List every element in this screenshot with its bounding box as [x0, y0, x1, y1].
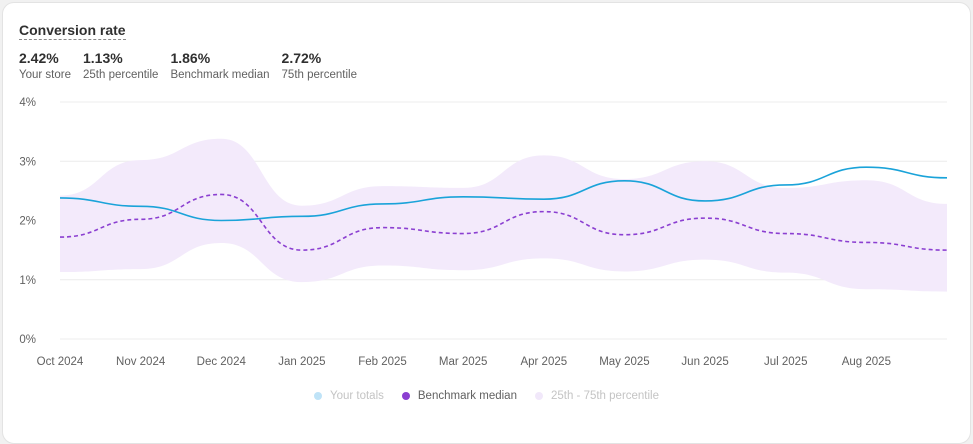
- x-tick-label: Mar 2025: [439, 356, 488, 368]
- x-tick-label: Dec 2024: [197, 356, 247, 368]
- x-tick-label: Jun 2025: [681, 356, 728, 368]
- metric-your-store: 2.42% Your store: [19, 50, 71, 83]
- y-tick-label: 4%: [19, 97, 36, 109]
- x-tick-label: Oct 2024: [37, 356, 84, 368]
- legend-percentile-band[interactable]: 25th - 75th percentile: [534, 390, 660, 402]
- y-tick-label: 3%: [19, 156, 36, 168]
- x-tick-label: Jul 2025: [764, 356, 807, 368]
- legend-label: 25th - 75th percentile: [550, 390, 660, 402]
- legend-dot-icon: [401, 392, 410, 400]
- metric-value: 2.72%: [281, 50, 322, 66]
- conversion-rate-chart[interactable]: 0% 1% 2% 3% 4% Oct 2024 Nov 2024 Dec 2024 Jan 20…: [0, 0, 973, 390]
- metric-label: Your store: [19, 69, 71, 81]
- y-tick-label: 1%: [19, 275, 36, 287]
- legend-your-totals[interactable]: Your totals: [313, 390, 384, 402]
- your-totals-line: [59, 166, 948, 222]
- x-tick-label: Nov 2024: [116, 356, 166, 368]
- metric-value: 2.42%: [19, 50, 59, 66]
- metric-label: Benchmark median: [170, 69, 270, 81]
- metric-benchmark-median: 1.86% Benchmark median: [170, 50, 269, 83]
- x-tick-label: Aug 2025: [842, 356, 891, 368]
- card-title[interactable]: Conversion rate: [19, 22, 126, 40]
- x-tick-label: May 2025: [599, 356, 650, 368]
- metric-value: 1.13%: [83, 50, 123, 66]
- x-tick-label: Jan 2025: [278, 356, 325, 368]
- x-tick-label: Apr 2025: [520, 356, 567, 368]
- metrics-row: 2.42% Your store 1.13% 25th percentile 1…: [19, 50, 369, 83]
- metric-label: 25th percentile: [83, 69, 159, 81]
- legend-dot-icon: [534, 392, 543, 400]
- legend-benchmark-median[interactable]: Benchmark median: [401, 390, 517, 402]
- chart-legend: Your totals Benchmark median 25th - 75th…: [0, 390, 973, 402]
- percentile-band-area: [60, 138, 947, 292]
- metric-value: 1.86%: [170, 50, 211, 66]
- y-tick-label: 0%: [19, 334, 36, 346]
- legend-dot-icon: [313, 392, 322, 400]
- metric-25th-percentile: 1.13% 25th percentile: [83, 50, 158, 83]
- y-tick-label: 2%: [19, 216, 36, 228]
- benchmark-median-line: [59, 193, 948, 251]
- metric-label: 75th percentile: [281, 69, 357, 81]
- metric-75th-percentile: 2.72% 75th percentile: [282, 50, 357, 83]
- x-tick-label: Feb 2025: [358, 356, 407, 368]
- legend-label: Your totals: [329, 390, 384, 402]
- legend-label: Benchmark median: [417, 390, 517, 402]
